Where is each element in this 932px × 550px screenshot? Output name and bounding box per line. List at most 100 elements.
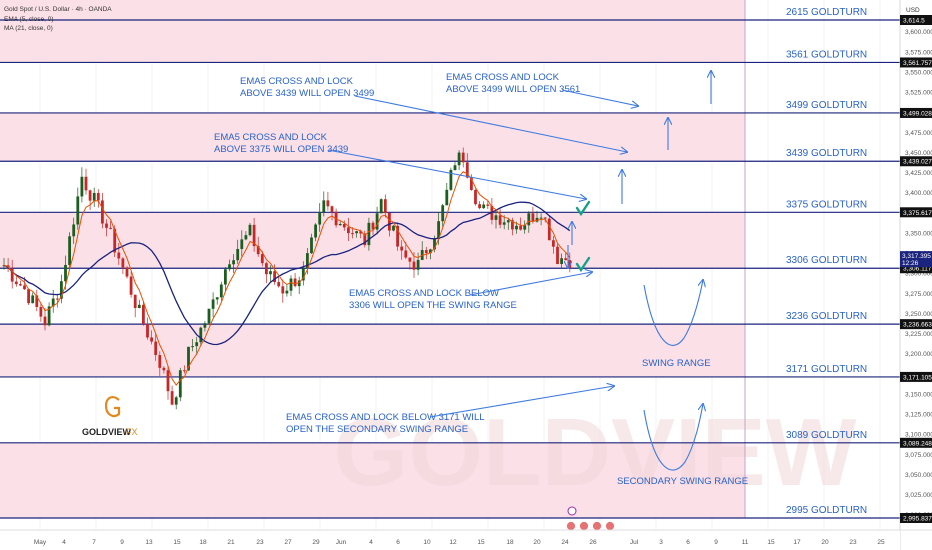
current-price-label: 3,317.395 — [902, 253, 931, 260]
check-icon — [575, 256, 591, 273]
candle-body — [289, 278, 293, 291]
candle-body — [547, 218, 551, 241]
zone-band — [0, 112, 745, 162]
annotation-swing-range: SWING RANGE — [642, 358, 711, 369]
price-axis[interactable] — [900, 0, 932, 550]
arrow-1 — [354, 95, 627, 152]
candle-body — [379, 199, 383, 214]
candle-body — [523, 225, 527, 230]
candle-body — [445, 189, 449, 206]
x-tick-label: 18 — [199, 539, 207, 546]
candle-body — [96, 192, 100, 201]
x-tick-label: 9 — [714, 539, 718, 546]
zone-band — [0, 442, 745, 518]
level-price-text: 3,439.027 — [903, 159, 932, 166]
candle-body — [301, 268, 305, 281]
x-tick-label: 13 — [145, 539, 153, 546]
level-price-box — [900, 371, 932, 382]
x-tick-label: Jun — [336, 539, 347, 546]
candle-body — [31, 295, 35, 304]
level-price-box — [900, 513, 932, 523]
event-markers — [566, 506, 615, 531]
brand-suffix: FX — [126, 427, 138, 437]
candle-body — [363, 233, 367, 246]
y-tick-label: 3,275.000 — [905, 291, 932, 298]
candle-body — [178, 370, 182, 398]
chart-title: Gold Spot / U.S. Dollar · 4h · OANDA — [4, 6, 112, 13]
candle-body — [101, 200, 104, 224]
candle-body — [388, 213, 391, 231]
zone-band — [0, 324, 745, 377]
level-price-box — [900, 263, 932, 274]
candle-body — [248, 224, 252, 236]
secondary-swing-range-curve — [643, 404, 703, 471]
y-tick-label: 3,450.000 — [905, 150, 932, 157]
candle-body — [338, 223, 342, 226]
x-tick-label: 7 — [92, 539, 96, 546]
annotation-1a: EMA5 CROSS AND LOCK — [240, 76, 354, 87]
candle-body — [293, 278, 297, 287]
candle-body — [470, 177, 473, 191]
candle-body — [367, 222, 371, 246]
x-tick-label: 26 — [589, 539, 597, 546]
candle-body — [224, 269, 227, 285]
candle-body — [207, 308, 211, 324]
x-tick-label: 12 — [449, 539, 457, 546]
candle-body — [51, 298, 55, 307]
candle-body — [84, 176, 88, 191]
candle-body — [68, 236, 71, 265]
x-tick-label: Jul — [630, 539, 639, 546]
candle-body — [351, 233, 354, 235]
annotation-4b: 3306 WILL OPEN THE SWING RANGE — [349, 300, 517, 311]
candle-body — [191, 346, 194, 348]
candle-body — [277, 282, 281, 287]
y-tick-label: 3,600.000 — [905, 29, 932, 36]
ema-legend: EMA (5, close, 0) — [4, 16, 54, 23]
candle-body — [125, 267, 129, 277]
candle-body — [228, 264, 231, 270]
candle-body — [195, 342, 199, 347]
zone-band — [0, 20, 745, 63]
check-icon — [575, 200, 591, 217]
candle-body — [433, 239, 436, 250]
candle-body — [162, 367, 166, 371]
candle-body — [371, 222, 375, 230]
candle-body — [43, 316, 47, 326]
candle-body — [306, 253, 309, 269]
x-tick-label: 21 — [227, 539, 235, 546]
time-axis[interactable] — [0, 530, 900, 550]
level-price-boxes: 3,614.5 3,561.757 3,499.028 3,439.027 3,375.… — [900, 15, 932, 523]
candle-body — [187, 346, 190, 371]
candle-body — [478, 204, 481, 209]
candle-body — [203, 323, 207, 328]
candle-body — [285, 290, 289, 294]
level-price-text: 2,995.837 — [903, 516, 932, 523]
candle-body — [498, 215, 502, 225]
candle-body — [429, 249, 432, 254]
x-tick-label: 25 — [877, 539, 885, 546]
level-price-box — [900, 107, 932, 118]
candle-body — [260, 254, 264, 264]
candle-body — [342, 223, 346, 228]
candle-body — [560, 258, 563, 264]
x-tick-label: 20 — [533, 539, 541, 546]
candle-body — [383, 199, 387, 214]
candle-body — [35, 295, 39, 307]
level-price-box — [900, 437, 932, 448]
candle-body — [137, 304, 141, 308]
level-label: 3089 GOLDTURN — [786, 430, 867, 441]
us-flag-icon — [566, 521, 576, 531]
x-tick-label: 15 — [767, 539, 775, 546]
candle-body — [174, 397, 178, 405]
candle-body — [92, 192, 96, 201]
candle-body — [113, 228, 117, 253]
candle-body — [556, 246, 559, 264]
annotation-secondary-swing-range: SECONDARY SWING RANGE — [617, 476, 748, 487]
candle-body — [486, 204, 490, 206]
x-tick-label: 20 — [821, 539, 829, 546]
candle-body — [269, 271, 272, 275]
annotations: EMA5 CROSS AND LOCK ABOVE 3439 WILL OPEN… — [214, 72, 748, 487]
zone-bands — [0, 0, 745, 518]
level-price-box — [900, 319, 932, 330]
x-tick-label: 23 — [256, 539, 264, 546]
